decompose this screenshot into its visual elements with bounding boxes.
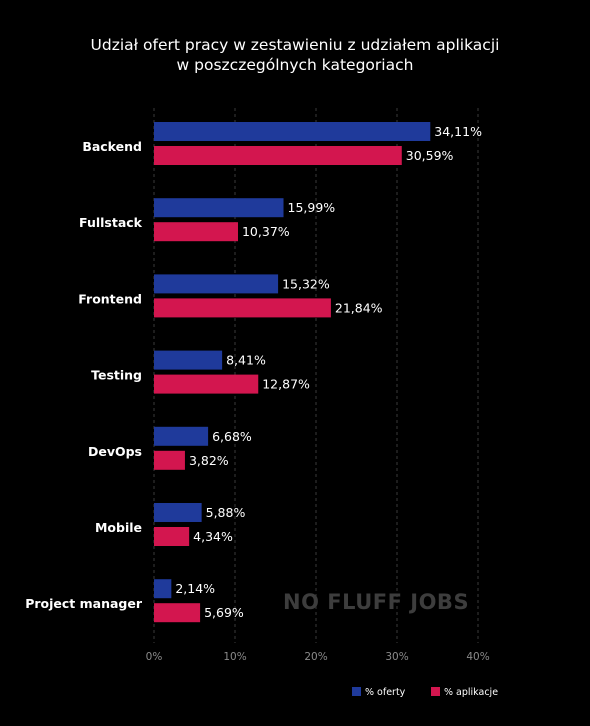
bar-aplikacje [154, 146, 402, 165]
data-label: 4,34% [193, 529, 233, 544]
x-tick-label: 0% [146, 651, 163, 663]
category-label: Frontend [78, 291, 142, 306]
data-label: 30,59% [406, 148, 454, 163]
bar-oferty [154, 122, 431, 141]
data-label: 3,82% [189, 453, 229, 468]
bar-oferty [154, 274, 279, 294]
data-label: 15,99% [288, 200, 336, 215]
category-label: DevOps [88, 444, 142, 459]
data-label: 8,41% [226, 353, 266, 368]
data-label: 10,37% [242, 224, 290, 239]
bar-oferty [154, 579, 172, 599]
legend-swatch [352, 687, 361, 696]
data-label: 15,32% [282, 276, 330, 291]
bar-aplikacje [154, 527, 190, 546]
category-label: Backend [82, 139, 142, 154]
bar-aplikacje [154, 222, 238, 242]
bar-aplikacje [154, 603, 201, 623]
x-tick-label: 30% [385, 651, 408, 663]
category-label: Fullstack [79, 215, 143, 230]
data-label: 5,88% [206, 505, 246, 520]
legend-label: % aplikacje [444, 687, 498, 698]
category-label: Testing [91, 368, 142, 383]
x-tick-label: 20% [304, 651, 327, 663]
category-label: Mobile [95, 520, 142, 535]
bar-oferty [154, 198, 284, 218]
data-label: 12,87% [262, 377, 310, 392]
chart-subtitle: w poszczególnych kategoriach [176, 56, 414, 74]
bar-oferty [154, 350, 223, 370]
data-label: 6,68% [212, 429, 252, 444]
bar-oferty [154, 426, 209, 446]
x-tick-label: 40% [466, 651, 489, 663]
data-label: 2,14% [175, 581, 215, 596]
bar-aplikacje [154, 374, 259, 394]
chart-title: Udział ofert pracy w zestawieniu z udzia… [90, 36, 500, 54]
bar-aplikacje [154, 298, 331, 318]
data-label: 34,11% [434, 124, 482, 139]
data-label: 5,69% [204, 605, 244, 620]
watermark-logo: NO FLUFF JOBS [283, 590, 470, 614]
x-tick-label: 10% [223, 651, 246, 663]
bar-aplikacje [154, 450, 185, 470]
legend-swatch [431, 687, 440, 696]
category-label: Project manager [25, 596, 143, 611]
legend-label: % oferty [365, 687, 406, 698]
data-label: 21,84% [335, 300, 383, 315]
bar-oferty [154, 503, 202, 522]
